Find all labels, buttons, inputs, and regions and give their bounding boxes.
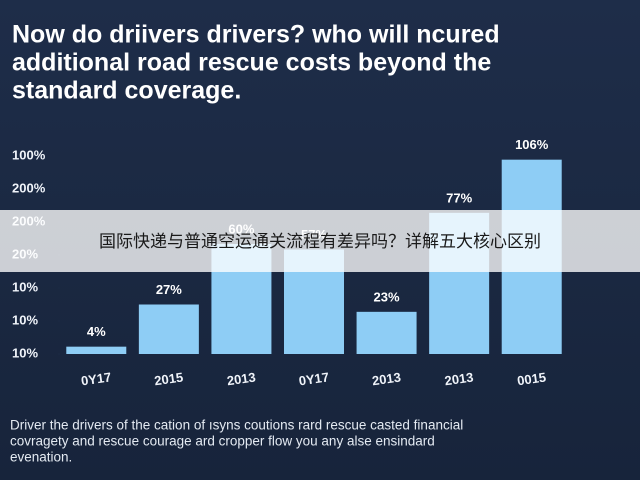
x-tick-label: 2013 — [371, 370, 402, 389]
x-tick-label: 2015 — [153, 370, 184, 389]
y-tick-label: 100% — [12, 147, 46, 162]
footnote: covragety and rescue courage ard cropper… — [10, 434, 435, 449]
x-tick-label: 2013 — [226, 370, 257, 389]
banner-band — [0, 210, 640, 272]
x-tick-label: 0015 — [516, 370, 547, 389]
bar — [138, 304, 199, 354]
x-tick-label: 0Y17 — [80, 369, 112, 388]
chart-title: standard coverage. — [12, 77, 241, 105]
bar — [66, 346, 127, 354]
footnote: evenation. — [10, 450, 72, 465]
value-label: 106% — [515, 137, 549, 152]
y-tick-label: 200% — [12, 180, 46, 195]
y-tick-label: 10% — [12, 312, 38, 327]
value-label: 23% — [374, 289, 400, 304]
chart-title: additional road rescue costs beyond the — [12, 49, 491, 77]
value-label: 27% — [156, 282, 182, 297]
banner-text: 国际快递与普通空运通关流程有差异吗？详解五大核心区别 — [99, 232, 541, 252]
chart-title: Now do driivers drivers? who will ncured — [12, 21, 500, 49]
y-tick-label: 10% — [12, 345, 38, 360]
footnote: Driver the drivers of the cation of ısyn… — [10, 418, 463, 433]
value-label: 4% — [87, 324, 106, 339]
y-tick-label: 10% — [12, 279, 38, 294]
value-label: 77% — [446, 190, 472, 205]
bar — [356, 311, 417, 354]
x-tick-label: 2013 — [444, 370, 475, 389]
x-tick-label: 0Y17 — [298, 369, 330, 388]
